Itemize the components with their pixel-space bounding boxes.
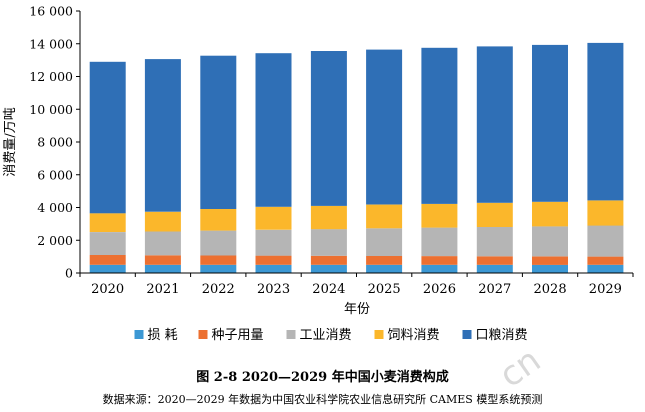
bar-segment-food-2024 [310, 51, 347, 206]
y-tick-label: 2 000 [37, 233, 73, 248]
legend-label-industrial: 工业消费 [300, 328, 352, 343]
bar-segment-industrial-2029 [587, 225, 624, 257]
bar-segment-loss-2023 [255, 264, 292, 273]
bar-segment-loss-2025 [366, 264, 403, 273]
legend-label-feed: 饲料消费 [388, 328, 440, 343]
bar-segment-seed-2024 [310, 255, 347, 265]
bar-segment-feed-2027 [476, 202, 513, 227]
bar-segment-food-2025 [366, 49, 403, 205]
bar-segment-loss-2027 [476, 264, 513, 273]
bar-segment-seed-2028 [532, 256, 568, 265]
x-tick-label: 2028 [534, 282, 567, 297]
bar-segment-food-2020 [89, 61, 126, 214]
bar-segment-industrial-2028 [532, 226, 568, 257]
bar-segment-loss-2026 [421, 264, 458, 273]
bar-segment-feed-2025 [366, 204, 403, 229]
bar-segment-seed-2025 [366, 256, 403, 265]
bar-segment-food-2023 [255, 53, 292, 207]
legend-label-food: 口粮消费 [476, 328, 528, 343]
legend-label-seed: 种子用量 [212, 328, 264, 343]
bar-segment-seed-2021 [144, 255, 181, 265]
bar-segment-food-2029 [587, 42, 624, 201]
bar-segment-industrial-2022 [200, 230, 237, 256]
bar-segment-food-2021 [144, 59, 181, 212]
bar-segment-seed-2029 [587, 256, 624, 265]
legend: 损 耗 种子用量 工业消费 饲料消费 口粮消费 [134, 328, 528, 343]
legend-label-loss: 损 耗 [148, 328, 178, 343]
x-tick-label: 2023 [257, 282, 290, 297]
y-tick-label: 14 000 [29, 36, 73, 51]
bar-segment-food-2022 [200, 55, 237, 210]
legend-swatch-loss [134, 330, 144, 339]
axes-layer: 0 2 000 4 000 6 000 8 000 10 000 12 000 14 000 1… [29, 4, 634, 297]
bar-segment-seed-2027 [476, 256, 513, 265]
bars-layer [89, 42, 624, 273]
x-tick-label: 2022 [202, 282, 235, 297]
y-tick-label: 6 000 [37, 167, 73, 182]
figure-source: 数据来源：2020—2029 年数据为中国农业科学院农业信息研究所 CAMES … [102, 393, 543, 406]
y-tick-label: 10 000 [29, 102, 73, 117]
y-tick-label: 16 000 [29, 4, 73, 19]
bar-segment-loss-2021 [144, 264, 181, 273]
bar-segment-seed-2026 [421, 256, 458, 265]
legend-swatch-industrial [286, 330, 296, 339]
bar-segment-seed-2022 [200, 255, 237, 265]
bar-segment-industrial-2021 [144, 231, 181, 256]
bar-segment-loss-2029 [587, 264, 624, 273]
bar-segment-feed-2022 [200, 209, 237, 231]
bar-segment-feed-2024 [310, 205, 347, 230]
bar-segment-feed-2023 [255, 206, 292, 230]
bar-segment-loss-2022 [200, 264, 237, 273]
bar-segment-feed-2028 [532, 201, 568, 227]
y-tick-label: 8 000 [37, 135, 73, 150]
bar-segment-loss-2020 [89, 264, 126, 273]
y-axis-label: 消费量/万吨 [3, 107, 18, 176]
bar-segment-loss-2028 [532, 264, 568, 273]
x-tick-label: 2029 [589, 282, 622, 297]
x-tick-label: 2027 [478, 282, 511, 297]
bar-segment-industrial-2024 [310, 229, 347, 256]
bar-segment-feed-2021 [144, 211, 181, 232]
y-tick-label: 12 000 [29, 69, 73, 84]
bar-segment-feed-2029 [587, 200, 624, 226]
x-tick-label: 2021 [146, 282, 179, 297]
figure-title: 图 2-8 2020—2029 年中国小麦消费构成 [196, 370, 449, 385]
x-tick-label: 2026 [423, 282, 456, 297]
bar-segment-food-2027 [476, 46, 513, 203]
legend-swatch-food [462, 330, 472, 339]
bar-segment-industrial-2025 [366, 228, 403, 256]
bar-segment-feed-2020 [89, 213, 126, 232]
bar-segment-food-2026 [421, 47, 458, 204]
legend-swatch-feed [374, 330, 384, 339]
bar-segment-industrial-2020 [89, 232, 126, 255]
x-tick-label: 2020 [91, 282, 124, 297]
x-tick-label: 2024 [312, 282, 345, 297]
y-tick-label: 4 000 [37, 200, 73, 215]
bar-segment-seed-2020 [89, 255, 126, 265]
y-tick-label: 0 [65, 266, 73, 281]
legend-swatch-seed [198, 330, 208, 339]
bar-segment-loss-2024 [310, 264, 347, 273]
x-tick-label: 2025 [368, 282, 401, 297]
x-axis-label: 年份 [344, 302, 370, 317]
bar-segment-food-2028 [532, 44, 568, 202]
bar-segment-industrial-2023 [255, 229, 292, 256]
bar-segment-feed-2026 [421, 203, 458, 228]
bar-segment-industrial-2027 [476, 227, 513, 257]
bar-segment-industrial-2026 [421, 227, 458, 257]
bar-segment-seed-2023 [255, 255, 292, 265]
